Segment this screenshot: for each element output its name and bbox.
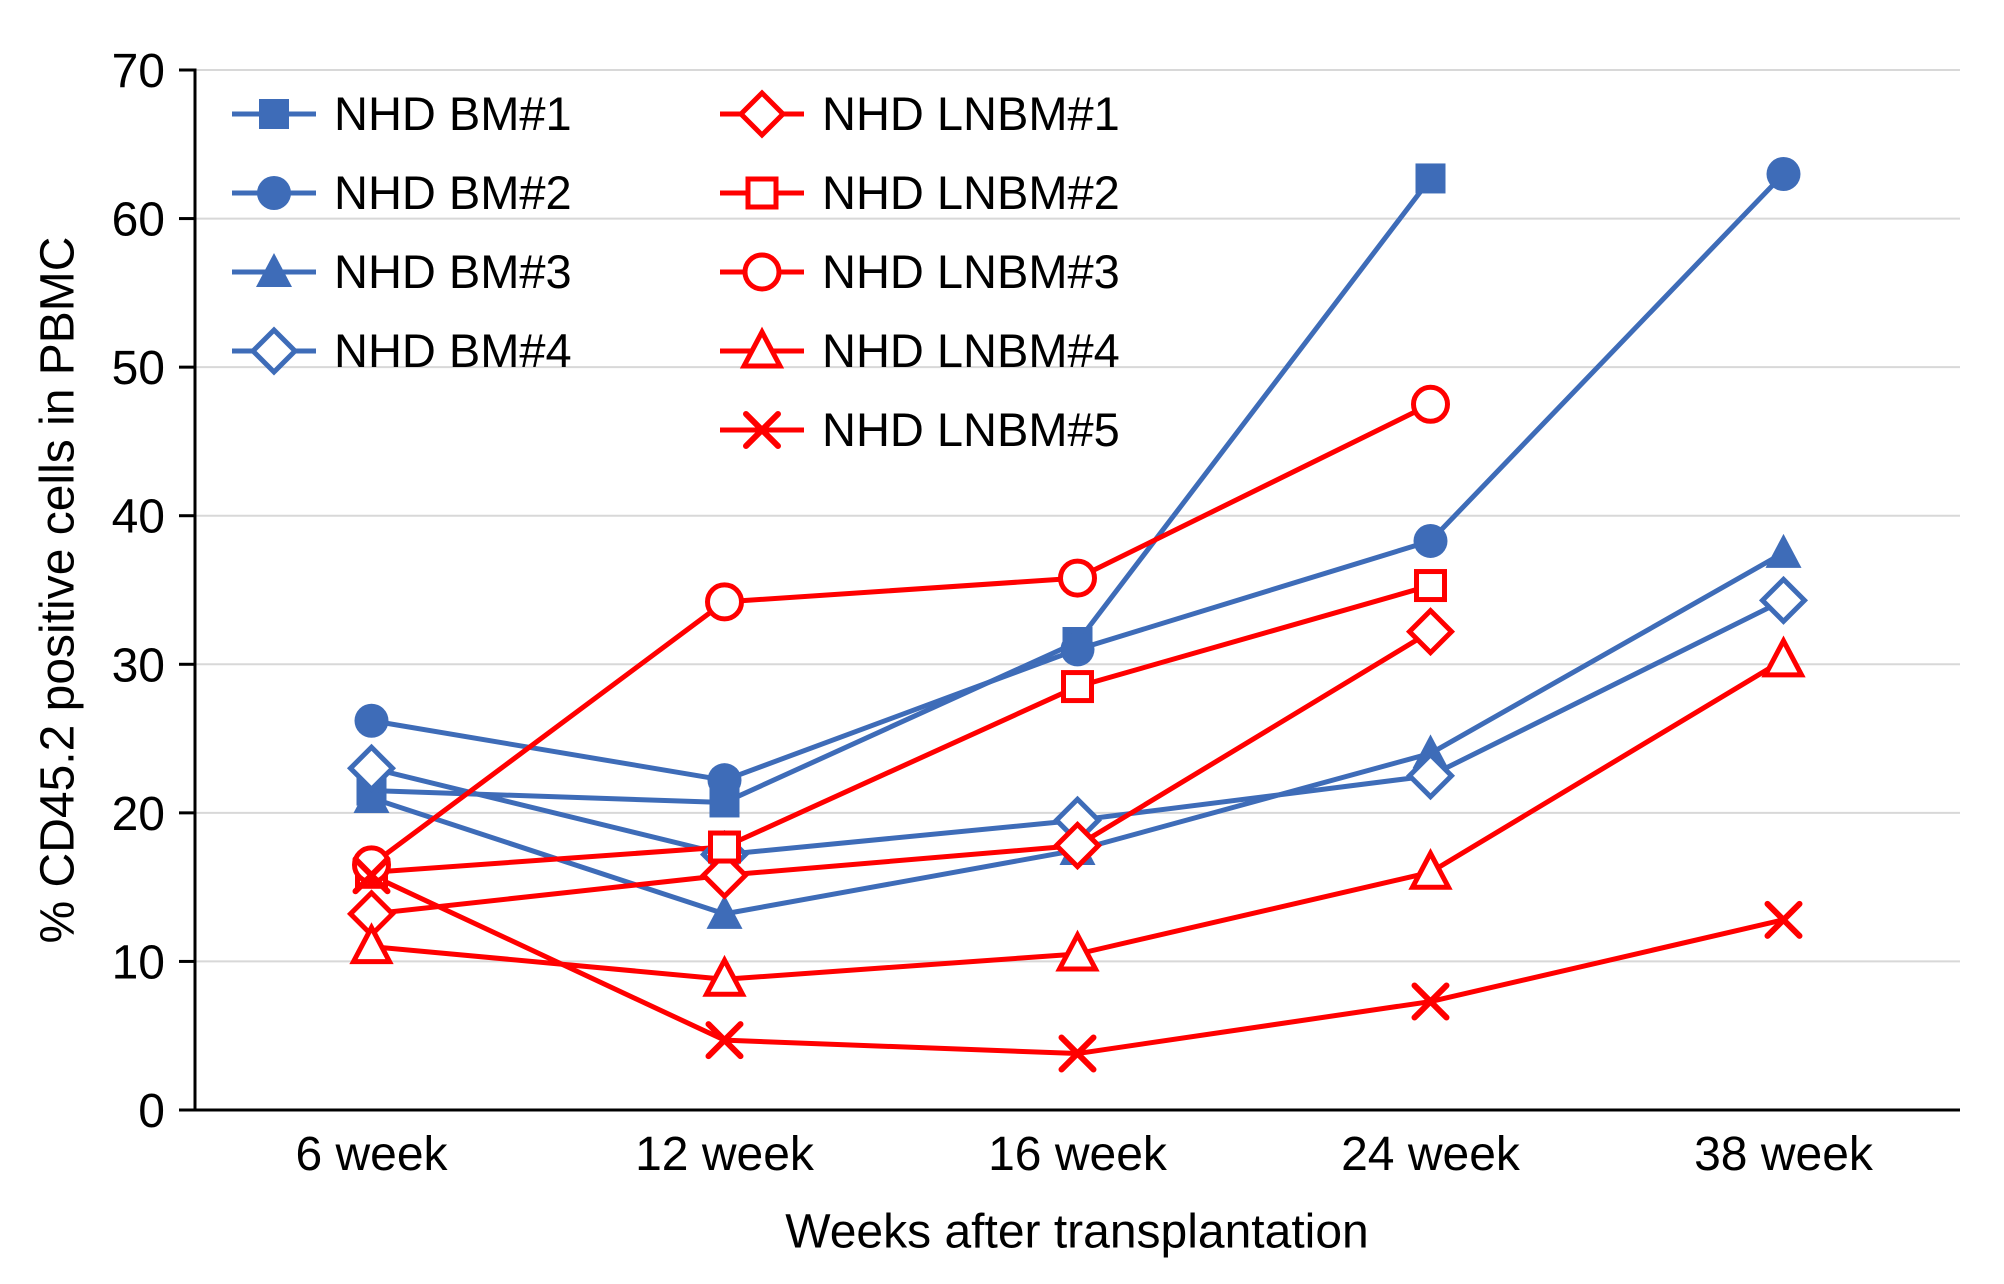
svg-text:40: 40 [112, 491, 165, 544]
legend-item: NHD BM#3 [232, 245, 572, 298]
svg-text:24 week: 24 week [1341, 1128, 1521, 1181]
svg-text:12 week: 12 week [635, 1128, 815, 1181]
y-axis-tick-labels: 0 10 20 30 40 50 60 70 [112, 45, 165, 1138]
y-axis-title: % CD45.2 positive cells in PBMC [31, 236, 85, 944]
legend-item: NHD LNBM#1 [720, 87, 1120, 140]
series-markers-nhd-bm-2 [354, 157, 1801, 798]
svg-text:6 week: 6 week [295, 1128, 448, 1181]
svg-text:50: 50 [112, 342, 165, 395]
svg-text:NHD LNBM#5: NHD LNBM#5 [822, 403, 1120, 456]
svg-text:NHD BM#4: NHD BM#4 [334, 324, 572, 377]
x-axis-title: Weeks after transplantation [785, 1205, 1369, 1259]
x-axis-tick-labels: 6 week 12 week 16 week 24 week 38 week [295, 1128, 1873, 1181]
axes [179, 68, 1960, 1112]
svg-text:30: 30 [112, 639, 165, 692]
series-markers-nhd-lnbm-3 [352, 384, 1450, 885]
series-line-nhd-bm-1 [369, 175, 1433, 805]
legend-item: NHD LNBM#2 [720, 166, 1120, 219]
svg-text:16 week: 16 week [988, 1128, 1168, 1181]
svg-text:NHD BM#2: NHD BM#2 [334, 166, 572, 219]
svg-text:NHD LNBM#3: NHD LNBM#3 [822, 245, 1120, 298]
series-markers-nhd-lnbm-5 [352, 856, 1803, 1073]
series-line-nhd-lnbm-2 [369, 583, 1433, 875]
svg-text:60: 60 [112, 194, 165, 247]
series-markers-nhd-lnbm-4 [349, 635, 1806, 997]
svg-text:NHD BM#1: NHD BM#1 [334, 87, 572, 140]
legend: NHD BM#1 NHD BM#2 NHD BM#3 NHD BM#4 NHD LNBM… [232, 87, 1120, 456]
svg-text:20: 20 [112, 788, 165, 841]
svg-text:0: 0 [138, 1085, 165, 1138]
svg-text:NHD BM#3: NHD BM#3 [334, 245, 572, 298]
legend-item: NHD LNBM#3 [720, 245, 1120, 298]
svg-text:38 week: 38 week [1694, 1128, 1874, 1181]
svg-text:10: 10 [112, 936, 165, 989]
legend-item: NHD BM#2 [232, 166, 572, 219]
legend-item: NHD BM#1 [232, 87, 572, 140]
svg-text:70: 70 [112, 45, 165, 98]
series-line-nhd-lnbm-1 [369, 629, 1433, 917]
legend-item: NHD BM#4 [232, 324, 572, 377]
svg-text:NHD LNBM#1: NHD LNBM#1 [822, 87, 1120, 140]
svg-text:NHD LNBM#4: NHD LNBM#4 [822, 324, 1120, 377]
legend-item: NHD LNBM#5 [720, 403, 1120, 456]
svg-text:NHD LNBM#2: NHD LNBM#2 [822, 166, 1120, 219]
legend-item: NHD LNBM#4 [720, 324, 1120, 377]
series-line-nhd-lnbm-3 [369, 401, 1433, 868]
series-markers-nhd-lnbm-1 [346, 607, 1456, 939]
